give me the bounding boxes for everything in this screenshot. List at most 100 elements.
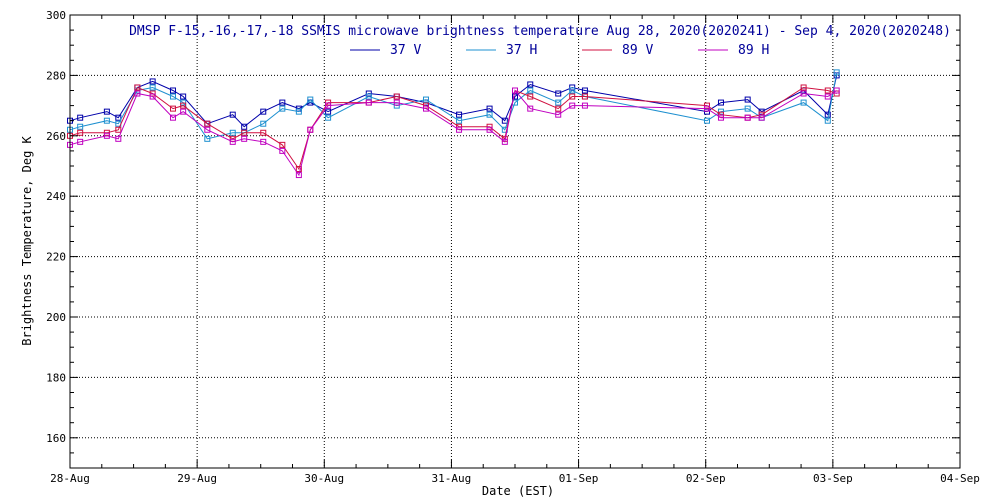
data-point [800, 99, 807, 106]
data-point [169, 93, 176, 100]
data-point [77, 114, 84, 121]
data-point [527, 81, 534, 88]
series-line [69, 86, 837, 171]
data-point [241, 129, 248, 136]
data-point [527, 93, 534, 100]
data-point [501, 138, 508, 145]
data-point [744, 105, 751, 112]
data-point [744, 96, 751, 103]
data-point [103, 129, 110, 136]
data-point [824, 93, 831, 100]
data-point [180, 93, 187, 100]
data-point [486, 123, 493, 130]
data-point [703, 105, 710, 112]
data-point [103, 117, 110, 124]
series-line [69, 75, 838, 128]
data-point [77, 138, 84, 145]
data-point [295, 166, 302, 173]
data-point [456, 117, 463, 124]
data-point [555, 105, 562, 112]
data-point [703, 117, 710, 124]
x-tick-label: 29-Aug [177, 472, 217, 485]
data-point [501, 117, 508, 124]
data-point [260, 138, 267, 145]
data-point [833, 87, 840, 94]
data-point [365, 99, 372, 106]
y-tick-label: 220 [46, 251, 66, 264]
data-point [307, 126, 314, 133]
data-point [325, 99, 332, 106]
data-point [295, 108, 302, 115]
legend-label: 89 H [738, 43, 769, 58]
plot-series [67, 69, 840, 179]
data-point [456, 126, 463, 133]
data-point [824, 87, 831, 94]
grid [70, 15, 960, 468]
y-tick-label: 260 [46, 130, 66, 143]
data-point [134, 84, 141, 91]
data-point [229, 111, 236, 118]
data-point [393, 93, 400, 100]
data-point [229, 129, 236, 136]
data-point [77, 123, 84, 130]
data-point [581, 93, 588, 100]
data-point [423, 96, 429, 103]
data-point [569, 102, 576, 109]
data-point [325, 102, 332, 109]
data-point [486, 111, 493, 118]
x-tick-label: 02-Sep [686, 472, 726, 485]
data-point [569, 93, 576, 100]
data-point [555, 90, 562, 97]
legend-label: 37 H [506, 43, 537, 58]
x-tick-label: 03-Sep [813, 472, 853, 485]
data-point [824, 111, 831, 118]
y-tick-label: 160 [46, 432, 66, 445]
data-point [555, 111, 562, 118]
data-point [569, 87, 576, 94]
data-point [325, 114, 332, 121]
data-point [204, 126, 211, 133]
data-point [800, 90, 807, 97]
data-point [180, 108, 187, 115]
x-tick-label: 31-Aug [432, 472, 472, 485]
data-point [241, 123, 248, 130]
y-tick-label: 240 [46, 190, 66, 203]
data-point [486, 105, 493, 112]
data-point [149, 78, 156, 85]
data-point [169, 105, 176, 112]
series-4 [67, 87, 840, 179]
legend-label: 37 V [390, 43, 421, 58]
x-tick-label: 01-Sep [559, 472, 599, 485]
data-point [325, 108, 332, 115]
data-point [555, 99, 562, 106]
data-point [486, 126, 493, 133]
series-line [69, 89, 837, 177]
legend-label: 89 V [622, 43, 653, 58]
x-tick-label: 30-Aug [304, 472, 344, 485]
y-tick-label: 180 [46, 371, 66, 384]
data-point [180, 99, 187, 106]
data-point [260, 120, 267, 127]
data-point [279, 99, 286, 106]
y-axis-label: Brightness Temperature, Deg K [20, 135, 34, 345]
data-point [581, 102, 588, 109]
y-tick-label: 300 [46, 9, 66, 22]
data-point [581, 87, 588, 94]
data-point [512, 93, 518, 100]
data-point [824, 117, 831, 124]
data-point [204, 135, 211, 142]
data-point [169, 114, 176, 121]
data-point [365, 93, 372, 100]
data-point [295, 172, 302, 179]
data-point [204, 120, 211, 127]
data-point [744, 114, 751, 121]
data-point [260, 108, 267, 115]
data-point [423, 105, 429, 112]
y-tick-label: 280 [46, 69, 66, 82]
series-line [69, 72, 838, 140]
y-tick-label: 200 [46, 311, 66, 324]
legend: 37 V 37 H 89 V 89 H [350, 43, 769, 58]
chart-title: DMSP F-15,-16,-17,-18 SSMIS microwave br… [129, 24, 951, 39]
data-point [169, 87, 176, 94]
